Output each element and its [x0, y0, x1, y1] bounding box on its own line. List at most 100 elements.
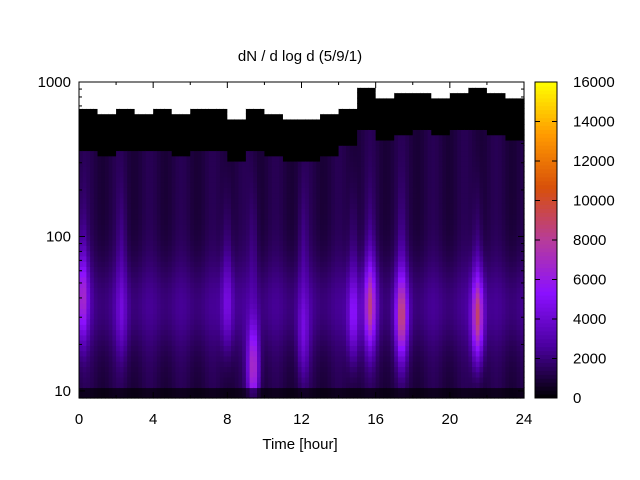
heatmap-cell — [353, 229, 358, 236]
heatmap-cell — [175, 292, 180, 299]
heatmap-cell — [282, 287, 288, 294]
heatmap-cell — [119, 350, 125, 357]
heatmap-cell — [245, 155, 251, 162]
heatmap-cell — [257, 313, 262, 320]
heatmap-cell — [201, 113, 206, 120]
heatmap-cell — [123, 197, 128, 204]
heatmap-cell — [342, 245, 347, 252]
heatmap-cell — [160, 282, 165, 288]
heatmap-cell — [216, 192, 221, 199]
heatmap-cell — [338, 82, 343, 88]
heatmap-cell — [349, 82, 355, 88]
heatmap-cell — [212, 261, 217, 267]
heatmap-cell — [268, 197, 273, 204]
heatmap-cell — [104, 382, 110, 389]
heatmap-cell — [249, 161, 254, 167]
heatmap-cell — [93, 324, 99, 331]
heatmap-cell — [253, 303, 258, 310]
heatmap-cell — [346, 361, 351, 367]
heatmap-cell — [245, 240, 251, 246]
heatmap-cell — [119, 197, 125, 204]
heatmap-cell — [142, 124, 147, 130]
heatmap-cell — [82, 97, 88, 104]
heatmap-cell — [223, 276, 228, 283]
heatmap-cell — [327, 361, 332, 367]
heatmap-cell — [93, 103, 99, 109]
heatmap-cell — [279, 113, 284, 120]
heatmap-cell — [349, 324, 355, 331]
heatmap-cell — [179, 118, 184, 125]
heatmap-cell — [93, 334, 99, 341]
heatmap-cell — [116, 382, 121, 389]
heatmap-cell — [279, 118, 284, 125]
heatmap-cell — [134, 145, 139, 152]
heatmap-cell — [156, 171, 162, 178]
heatmap-cell — [93, 203, 99, 209]
heatmap-cell — [264, 134, 269, 141]
heatmap-cell — [179, 176, 184, 183]
heatmap-cell — [201, 297, 206, 304]
heatmap-cell — [193, 271, 199, 278]
heatmap-cell — [249, 340, 254, 346]
heatmap-cell — [168, 124, 173, 130]
heatmap-cell — [112, 208, 117, 215]
heatmap-cell — [104, 361, 110, 367]
heatmap-cell — [175, 361, 180, 367]
heatmap-cell — [223, 129, 228, 136]
heatmap-cell — [334, 250, 340, 257]
heatmap-cell — [219, 103, 225, 109]
heatmap-cell — [153, 282, 158, 288]
heatmap-cell — [93, 139, 99, 146]
heatmap-cell — [334, 350, 340, 357]
heatmap-cell — [349, 292, 355, 299]
heatmap-cell — [134, 292, 139, 299]
heatmap-cell — [264, 213, 269, 220]
heatmap-cell — [112, 271, 117, 278]
heatmap-cell — [160, 92, 165, 99]
heatmap-cell — [327, 145, 332, 152]
heatmap-cell — [275, 176, 280, 183]
heatmap-cell — [275, 324, 280, 331]
heatmap-cell — [371, 345, 377, 352]
heatmap-cell — [231, 213, 236, 220]
heatmap-cell — [142, 271, 147, 278]
heatmap-cell — [342, 124, 347, 130]
heatmap-cell — [249, 176, 254, 183]
heatmap-cell — [123, 250, 128, 257]
heatmap-cell — [127, 324, 132, 331]
heatmap-cell — [260, 208, 266, 215]
heatmap-cell — [79, 392, 84, 399]
heatmap-cell — [238, 92, 243, 99]
heatmap-cell — [320, 161, 325, 167]
heatmap-cell — [375, 276, 380, 283]
heatmap-cell — [93, 287, 99, 294]
heatmap-cell — [320, 361, 325, 367]
heatmap-cell — [171, 124, 177, 130]
heatmap-cell — [108, 118, 113, 125]
heatmap-cell — [320, 329, 325, 336]
heatmap-cell — [312, 171, 317, 178]
heatmap-cell — [79, 124, 84, 130]
heatmap-cell — [312, 319, 317, 325]
heatmap-cell — [294, 118, 299, 125]
heatmap-cell — [360, 392, 366, 399]
heatmap-cell — [327, 192, 332, 199]
heatmap-cell — [219, 334, 225, 341]
heatmap-cell — [286, 350, 291, 357]
heatmap-cell — [371, 224, 377, 231]
heatmap-cell — [190, 87, 195, 94]
heatmap-cell — [368, 166, 373, 173]
heatmap-cell — [127, 292, 132, 299]
heatmap-cell — [294, 113, 299, 120]
heatmap-cell — [82, 319, 88, 325]
heatmap-cell — [164, 340, 169, 346]
heatmap-cell — [364, 208, 369, 215]
heatmap-cell — [346, 371, 351, 378]
heatmap-cell — [320, 187, 325, 194]
heatmap-cell — [357, 182, 362, 188]
heatmap-cell — [290, 319, 295, 325]
heatmap-cell — [168, 224, 173, 231]
heatmap-cell — [264, 150, 269, 157]
heatmap-cell — [82, 345, 88, 352]
heatmap-cell — [360, 82, 366, 88]
